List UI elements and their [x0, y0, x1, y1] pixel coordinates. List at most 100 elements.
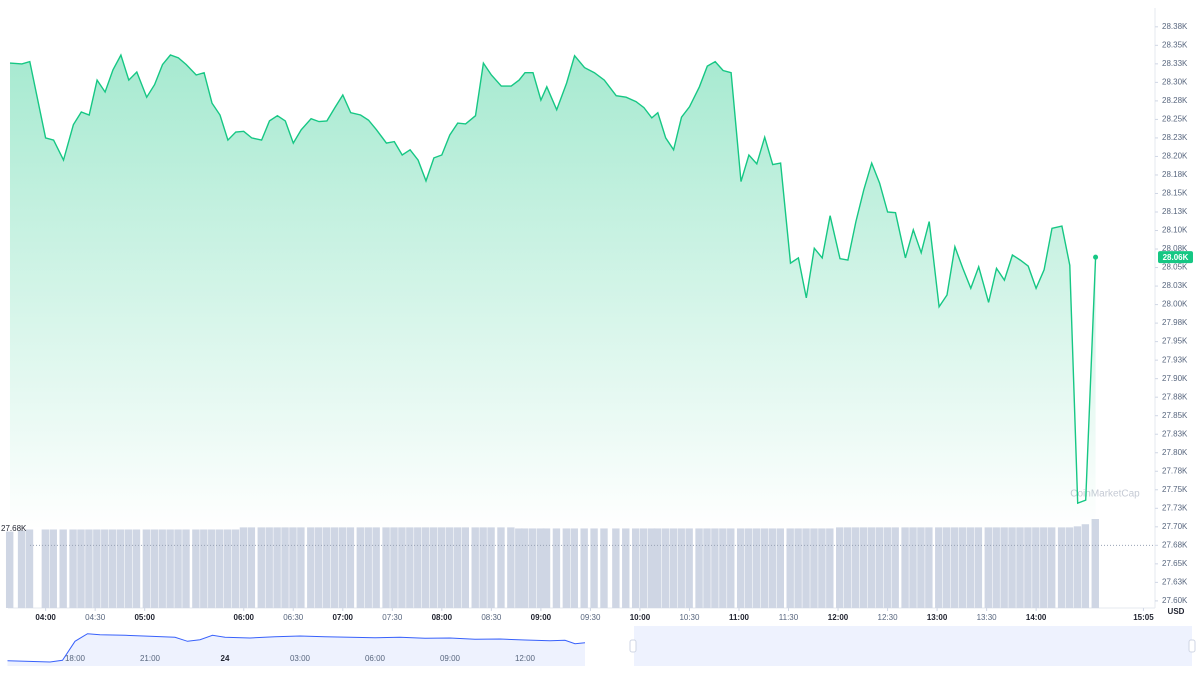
y-tick-label: 27.98K — [1162, 318, 1188, 327]
volume-bar — [612, 528, 620, 608]
volume-bar — [364, 527, 372, 608]
volume-bar — [398, 527, 406, 608]
y-tick-label: 27.75K — [1162, 485, 1188, 494]
volume-bar — [437, 527, 446, 608]
volume-bar — [744, 528, 753, 608]
y-tick-label: 28.05K — [1162, 263, 1188, 272]
x-tick-label: 13:30 — [977, 613, 998, 622]
y-tick-label: 27.68K — [1162, 540, 1188, 549]
volume-bar — [69, 529, 77, 608]
volume-bar — [685, 528, 693, 608]
volume-bar — [891, 527, 899, 608]
last-price-label: 28.06K — [1163, 253, 1189, 262]
volume-bar — [859, 527, 868, 608]
volume-bar — [307, 527, 315, 608]
volume-bar — [794, 528, 802, 608]
volume-bar — [727, 528, 735, 608]
volume-bar — [1047, 527, 1056, 608]
navigator-tick-label: 18:00 — [65, 654, 86, 663]
x-tick-label: 11:00 — [729, 613, 750, 622]
y-tick-label: 28.18K — [1162, 170, 1188, 179]
volume-bar — [909, 527, 917, 608]
volume-bar — [142, 529, 151, 608]
volume-bar — [867, 527, 876, 608]
volume-bar — [515, 528, 523, 608]
volume-bar — [647, 528, 656, 608]
price-area — [9, 55, 1096, 530]
volume-bar — [653, 528, 662, 608]
y-tick-label: 27.78K — [1162, 466, 1188, 475]
volume-bar — [338, 527, 347, 608]
volume-bar — [192, 529, 200, 608]
x-tick-label: 08:30 — [481, 613, 502, 622]
y-tick-label: 28.23K — [1162, 133, 1188, 142]
volume-bar — [622, 528, 630, 608]
volume-bar — [41, 529, 50, 608]
y-tick-label: 28.28K — [1162, 96, 1188, 105]
volume-bar — [132, 529, 141, 608]
range-handle[interactable] — [1188, 639, 1196, 653]
volume-bar — [174, 529, 182, 608]
volume-bar — [802, 528, 810, 608]
volume-bar — [669, 528, 678, 608]
volume-bar — [289, 527, 297, 608]
volume-bar — [461, 527, 470, 608]
volume-bar — [49, 529, 57, 608]
y-tick-label: 27.73K — [1162, 503, 1188, 512]
volume-bar — [17, 530, 26, 608]
volume-bar — [421, 527, 430, 608]
volume-bar — [59, 529, 67, 608]
navigator-tick-label: 09:00 — [440, 654, 461, 663]
navigator-area — [7, 633, 585, 666]
range-handle[interactable] — [629, 639, 637, 653]
volume-bar — [239, 527, 248, 608]
volume-bar — [372, 527, 380, 608]
volume-bar — [901, 527, 909, 608]
volume-bar — [322, 527, 331, 608]
volume-bar — [984, 527, 992, 608]
x-tick-label: 07:00 — [333, 613, 354, 622]
volume-bar — [150, 529, 158, 608]
volume-bar — [552, 528, 561, 608]
y-tick-label: 28.20K — [1162, 152, 1188, 161]
navigator-tick-label: 06:00 — [365, 654, 386, 663]
y-tick-label: 28.25K — [1162, 115, 1188, 124]
y-tick-label: 28.15K — [1162, 189, 1188, 198]
x-tick-label: 08:00 — [432, 613, 453, 622]
last-price-box — [1158, 251, 1193, 264]
volume-bar — [711, 528, 719, 608]
volume-bar — [346, 527, 355, 608]
volume-bar — [497, 527, 505, 608]
volume-bar — [182, 529, 190, 608]
y-tick-label: 28.03K — [1162, 281, 1188, 290]
volume-bar — [528, 528, 537, 608]
volume-bar — [429, 527, 438, 608]
volume-bar — [479, 527, 487, 608]
volume-bar — [406, 527, 414, 608]
volume-bar — [273, 527, 281, 608]
volume-bar — [883, 527, 891, 608]
volume-bar — [315, 527, 323, 608]
volume-bar — [124, 529, 133, 608]
y-tick-label: 28.10K — [1162, 226, 1188, 235]
volume-bar — [843, 527, 852, 608]
volume-bar — [590, 528, 598, 608]
y-tick-label: 27.90K — [1162, 374, 1188, 383]
volume-bar — [925, 527, 933, 608]
y-tick-label: 28.38K — [1162, 22, 1188, 31]
volume-bar — [631, 528, 640, 608]
navigator-tick-label: 24 — [221, 654, 230, 663]
x-tick-label: 06:00 — [234, 613, 255, 622]
volume-bar — [158, 529, 166, 608]
volume-bar — [935, 527, 943, 608]
y-tick-label: 27.83K — [1162, 429, 1188, 438]
x-tick-label: 11:30 — [779, 613, 799, 622]
x-tick-label: 14:00 — [1026, 613, 1047, 622]
y-tick-label: 28.33K — [1162, 59, 1188, 68]
y-tick-label: 28.13K — [1162, 207, 1188, 216]
x-tick-label: 07:30 — [382, 613, 403, 622]
navigator-tick-label: 12:00 — [515, 654, 536, 663]
range-selector[interactable] — [634, 626, 1192, 666]
x-tick-label: 09:00 — [531, 613, 552, 622]
